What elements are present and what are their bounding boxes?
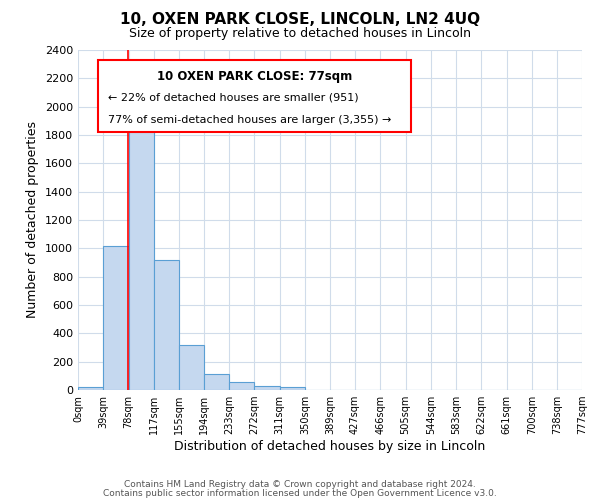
Bar (179, 344, 204, 390)
FancyBboxPatch shape (98, 60, 410, 132)
Text: 10 OXEN PARK CLOSE: 77sqm: 10 OXEN PARK CLOSE: 77sqm (157, 70, 352, 84)
Bar (128, 121, 154, 390)
Bar (78, 387, 103, 390)
Text: Contains HM Land Registry data © Crown copyright and database right 2024.: Contains HM Land Registry data © Crown c… (124, 480, 476, 489)
Text: ← 22% of detached houses are smaller (951): ← 22% of detached houses are smaller (95… (108, 92, 359, 102)
Bar (204, 374, 229, 390)
Bar (154, 260, 179, 390)
Text: Size of property relative to detached houses in Lincoln: Size of property relative to detached ho… (129, 28, 471, 40)
Bar (103, 246, 128, 390)
Bar (280, 387, 305, 390)
Text: 77% of semi-detached houses are larger (3,355) →: 77% of semi-detached houses are larger (… (108, 114, 392, 124)
Y-axis label: Number of detached properties: Number of detached properties (26, 122, 40, 318)
Text: Contains public sector information licensed under the Open Government Licence v3: Contains public sector information licen… (103, 488, 497, 498)
Bar (254, 386, 280, 390)
X-axis label: Distribution of detached houses by size in Lincoln: Distribution of detached houses by size … (175, 440, 485, 453)
Text: 10, OXEN PARK CLOSE, LINCOLN, LN2 4UQ: 10, OXEN PARK CLOSE, LINCOLN, LN2 4UQ (120, 12, 480, 28)
Bar (229, 382, 254, 390)
